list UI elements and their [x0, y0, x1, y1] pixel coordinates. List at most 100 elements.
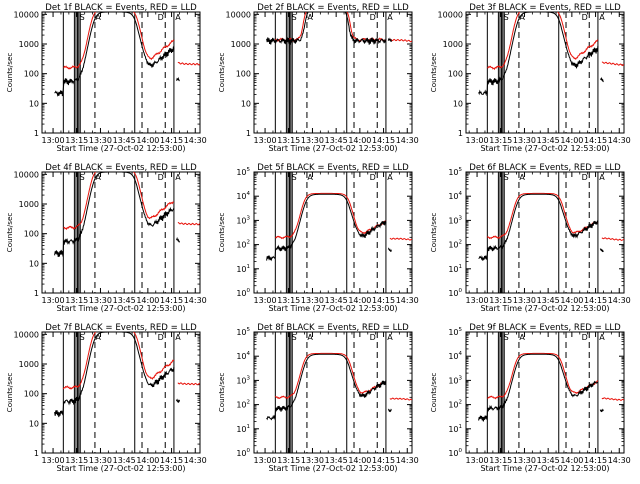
x-tick-label: 13:30: [301, 296, 324, 305]
x-tick-label: 14:30: [184, 136, 207, 145]
marker-label: D: [158, 173, 164, 182]
y-tick-exponent: 1: [247, 424, 251, 430]
y-tick-exponent: 0: [247, 448, 251, 454]
y-tick-exponent: 3: [459, 215, 463, 221]
x-tick-label: 14:00: [348, 136, 371, 145]
x-tick-label: 14:15: [372, 456, 395, 465]
y-tick-exponent: 3: [459, 375, 463, 381]
x-tick-label: 14:00: [348, 296, 371, 305]
x-tick-label: 13:45: [537, 296, 560, 305]
y-tick-label: 101: [236, 264, 250, 274]
x-tick-label: 13:00: [42, 296, 65, 305]
y-tick-exponent: 5: [459, 167, 463, 173]
plot-frame: [465, 331, 625, 454]
x-tick-label: 13:45: [113, 456, 136, 465]
marker-label: A: [387, 173, 393, 182]
y-tick-label: 1: [34, 289, 39, 298]
lld-curve-tail: [601, 61, 624, 67]
y-tick-label: 100: [448, 288, 462, 298]
y-tick-label: 100: [24, 70, 39, 79]
marker-label: A: [95, 333, 101, 342]
y-tick-label: 1000: [19, 360, 39, 369]
x-axis-label: Start Time (27-Oct-02 12:53:00): [480, 304, 609, 313]
events-curve: [54, 12, 175, 97]
x-tick-label: 14:00: [560, 296, 583, 305]
x-tick-label: 13:15: [65, 456, 88, 465]
marker-label: S: [504, 13, 509, 22]
marker-label: S: [292, 333, 297, 342]
y-tick-exponent: 1: [459, 424, 463, 430]
x-tick-label: 14:00: [136, 136, 159, 145]
marker-label: D: [582, 333, 588, 342]
y-tick-label: 102: [448, 400, 462, 410]
panel-title: Det 7f BLACK = Events, RED = LLD: [45, 323, 197, 333]
marker-label: A: [387, 333, 393, 342]
marker-label: A: [599, 333, 605, 342]
marker-label: S: [292, 173, 297, 182]
y-tick-exponent: 1: [459, 264, 463, 270]
x-tick-label: 14:15: [584, 456, 607, 465]
y-tick-label: 103: [448, 375, 462, 385]
events-curve: [266, 193, 387, 262]
y-tick-label: 1: [458, 129, 463, 138]
x-tick-label: 14:30: [396, 136, 419, 145]
y-tick-exponent: 2: [459, 240, 463, 246]
events-curve-tail: [387, 247, 392, 253]
panel-title: Det 8f BLACK = Events, RED = LLD: [257, 323, 409, 333]
marker-label: D: [582, 173, 588, 182]
events-curve-tail: [175, 236, 180, 243]
y-tick-label: 10000: [14, 170, 39, 179]
x-tick-label: 13:15: [277, 456, 300, 465]
y-tick-exponent: 3: [247, 375, 251, 381]
y-tick-label: 100: [236, 288, 250, 298]
y-tick-exponent: 2: [459, 400, 463, 406]
y-tick-label: 103: [236, 375, 250, 385]
x-tick-label: 13:30: [89, 296, 112, 305]
x-tick-label: 14:30: [184, 456, 207, 465]
y-tick-label: 103: [236, 215, 250, 225]
lld-curve-tail: [177, 382, 200, 386]
y-tick-label: 10: [241, 99, 251, 108]
marker-label: A: [519, 333, 525, 342]
y-tick-exponent: 4: [459, 351, 463, 357]
marker-label: S: [80, 333, 85, 342]
x-tick-label: 13:45: [113, 296, 136, 305]
x-tick-label: 13:15: [489, 136, 512, 145]
y-axis-label: Counts/sec: [5, 373, 14, 413]
marker-label: A: [175, 173, 181, 182]
x-axis-label: Start Time (27-Oct-02 12:53:00): [480, 464, 609, 473]
x-tick-label: 13:45: [537, 456, 560, 465]
y-axis-label: Counts/sec: [217, 213, 226, 253]
y-tick-label: 101: [448, 264, 462, 274]
y-tick-label: 10000: [226, 10, 251, 19]
y-tick-exponent: 0: [459, 288, 463, 294]
y-tick-label: 10: [453, 99, 463, 108]
marker-label: A: [599, 13, 605, 22]
x-axis-label: Start Time (27-Oct-02 12:53:00): [480, 144, 609, 153]
y-tick-label: 1: [34, 129, 39, 138]
x-tick-label: 13:00: [254, 136, 277, 145]
lld-curve-tail: [389, 397, 412, 401]
lld-curve: [63, 172, 174, 231]
y-tick-label: 102: [236, 240, 250, 250]
marker-label: A: [519, 13, 525, 22]
x-tick-label: 14:15: [584, 136, 607, 145]
y-tick-label: 102: [448, 240, 462, 250]
events-curve: [266, 353, 387, 421]
plot-frame: [465, 11, 625, 134]
lld-curve: [62, 332, 175, 390]
y-tick-exponent: 5: [247, 167, 251, 173]
y-tick-exponent: 1: [247, 264, 251, 270]
x-tick-label: 13:00: [466, 456, 489, 465]
marker-label: A: [599, 173, 605, 182]
x-axis-label: Start Time (27-Oct-02 12:53:00): [268, 464, 397, 473]
x-axis-label: Start Time (27-Oct-02 12:53:00): [268, 304, 397, 313]
marker-label: S: [80, 13, 85, 22]
x-tick-label: 14:15: [160, 456, 183, 465]
x-tick-label: 13:15: [489, 296, 512, 305]
x-tick-label: 14:00: [136, 456, 159, 465]
marker-label: S: [292, 13, 297, 22]
